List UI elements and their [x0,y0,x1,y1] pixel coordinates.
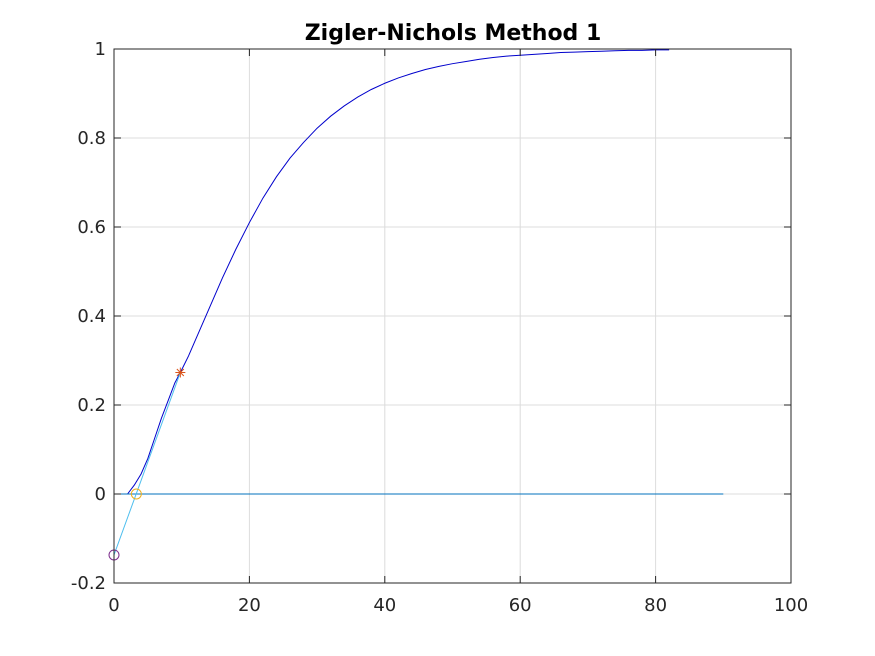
series-line-tangent-line [113,372,181,556]
x-tick-label: 0 [108,595,119,616]
chart-title: Zigler-Nichols Method 1 [305,21,602,46]
y-tick-label: 0.8 [77,128,106,149]
x-tick-label: 80 [644,595,667,616]
plot-series [113,49,724,556]
y-tick-label: 0.2 [77,395,106,416]
x-tick-label: 60 [509,595,532,616]
series-line-step-response [127,49,670,495]
axis-ticks: 0 20 40 60 80 100-0.200.20.40.60.81 [71,39,808,616]
y-tick-label: -0.2 [71,573,106,594]
asterisk-stroke [176,368,185,377]
y-tick-label: 0.4 [77,306,106,327]
y-tick-label: 1 [95,39,106,60]
x-tick-label: 40 [373,595,396,616]
x-tick-label: 100 [774,595,808,616]
y-tick-label: 0.6 [77,217,106,238]
x-tick-label: 20 [238,595,261,616]
asterisk-marker [175,367,186,378]
y-tick-label: 0 [95,484,106,505]
circle-marker [130,488,142,500]
